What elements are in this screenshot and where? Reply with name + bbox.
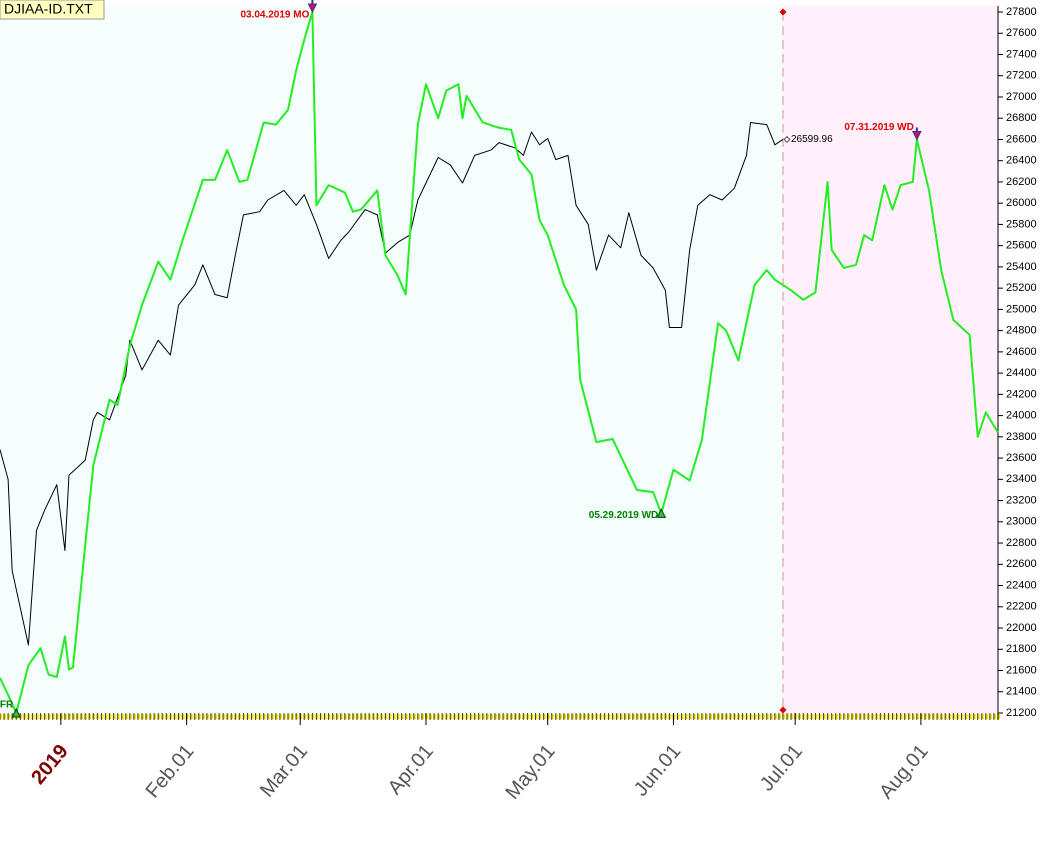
background xyxy=(0,6,998,719)
y-tick-label: 23400 xyxy=(1006,473,1037,485)
projection-area xyxy=(782,6,998,719)
y-tick-label: 23800 xyxy=(1006,431,1037,443)
y-tick-label: 21400 xyxy=(1006,686,1037,698)
x-tick-label: Apr.01 xyxy=(384,740,438,798)
y-tick-label: 27000 xyxy=(1006,91,1037,103)
last-value-label: 26599.96 xyxy=(791,134,833,145)
last-value-marker xyxy=(783,135,791,143)
history-area xyxy=(0,6,783,719)
y-tick-label: 22200 xyxy=(1006,601,1037,613)
x-tick-label: Mar.01 xyxy=(256,740,312,801)
y-tick-label: 27800 xyxy=(1006,6,1037,18)
y-tick-label: 21800 xyxy=(1006,643,1037,655)
y-tick-label: 23000 xyxy=(1006,516,1037,528)
y-tick-label: 27400 xyxy=(1006,48,1037,60)
x-tick-label: 2019 xyxy=(27,740,72,788)
y-tick-label: 25800 xyxy=(1006,218,1037,230)
annotation: 03.04.2019 MO xyxy=(240,10,309,21)
chart-title: DJIAA-ID.TXT xyxy=(4,1,93,17)
series-line xyxy=(0,121,784,646)
y-tick-label: 26200 xyxy=(1006,176,1037,188)
y-tick-label: 26600 xyxy=(1006,133,1037,145)
trough-marker xyxy=(11,707,22,718)
y-tick-label: 22600 xyxy=(1006,558,1037,570)
y-tick-label: 22400 xyxy=(1006,579,1037,591)
annotation: FR xyxy=(0,700,14,711)
series-line xyxy=(0,11,999,714)
y-tick-label: 27600 xyxy=(1006,27,1037,39)
y-tick-label: 26000 xyxy=(1006,197,1037,209)
x-tick-label: Jun.01 xyxy=(630,740,685,800)
y-tick-label: 22000 xyxy=(1006,622,1037,634)
y-tick-label: 24000 xyxy=(1006,410,1037,422)
divider-marker xyxy=(779,8,787,16)
divider-marker xyxy=(779,706,787,714)
x-tick-label: May.01 xyxy=(501,740,559,803)
annotation: 07.31.2019 WD xyxy=(844,122,914,133)
x-tick-label: Jul.01 xyxy=(756,740,807,795)
trough-marker xyxy=(656,508,667,518)
x-tick-label: Feb.01 xyxy=(142,740,199,802)
y-tick-label: 25200 xyxy=(1006,282,1037,294)
y-tick-label: 24600 xyxy=(1006,346,1037,358)
y-tick-label: 25000 xyxy=(1006,303,1037,315)
y-tick-label: 21200 xyxy=(1006,707,1037,719)
y-tick-label: 24200 xyxy=(1006,388,1037,400)
y-tick-label: 25400 xyxy=(1006,261,1037,273)
y-tick-label: 27200 xyxy=(1006,70,1037,82)
date-strip-cell xyxy=(510,714,514,719)
annotation: 05.29.2019 WD xyxy=(589,510,659,521)
y-tick-label: 26800 xyxy=(1006,112,1037,124)
date-strip-cell xyxy=(0,714,2,719)
y-tick-label: 23600 xyxy=(1006,452,1037,464)
y-tick-label: 24400 xyxy=(1006,367,1037,379)
x-tick-label: Aug.01 xyxy=(875,740,933,803)
y-tick-label: 22800 xyxy=(1006,537,1037,549)
y-tick-label: 25600 xyxy=(1006,240,1037,252)
y-tick-label: 26400 xyxy=(1006,155,1037,167)
y-tick-label: 21600 xyxy=(1006,664,1037,676)
y-tick-label: 24800 xyxy=(1006,325,1037,337)
y-tick-label: 23200 xyxy=(1006,494,1037,506)
title-box xyxy=(0,0,105,20)
